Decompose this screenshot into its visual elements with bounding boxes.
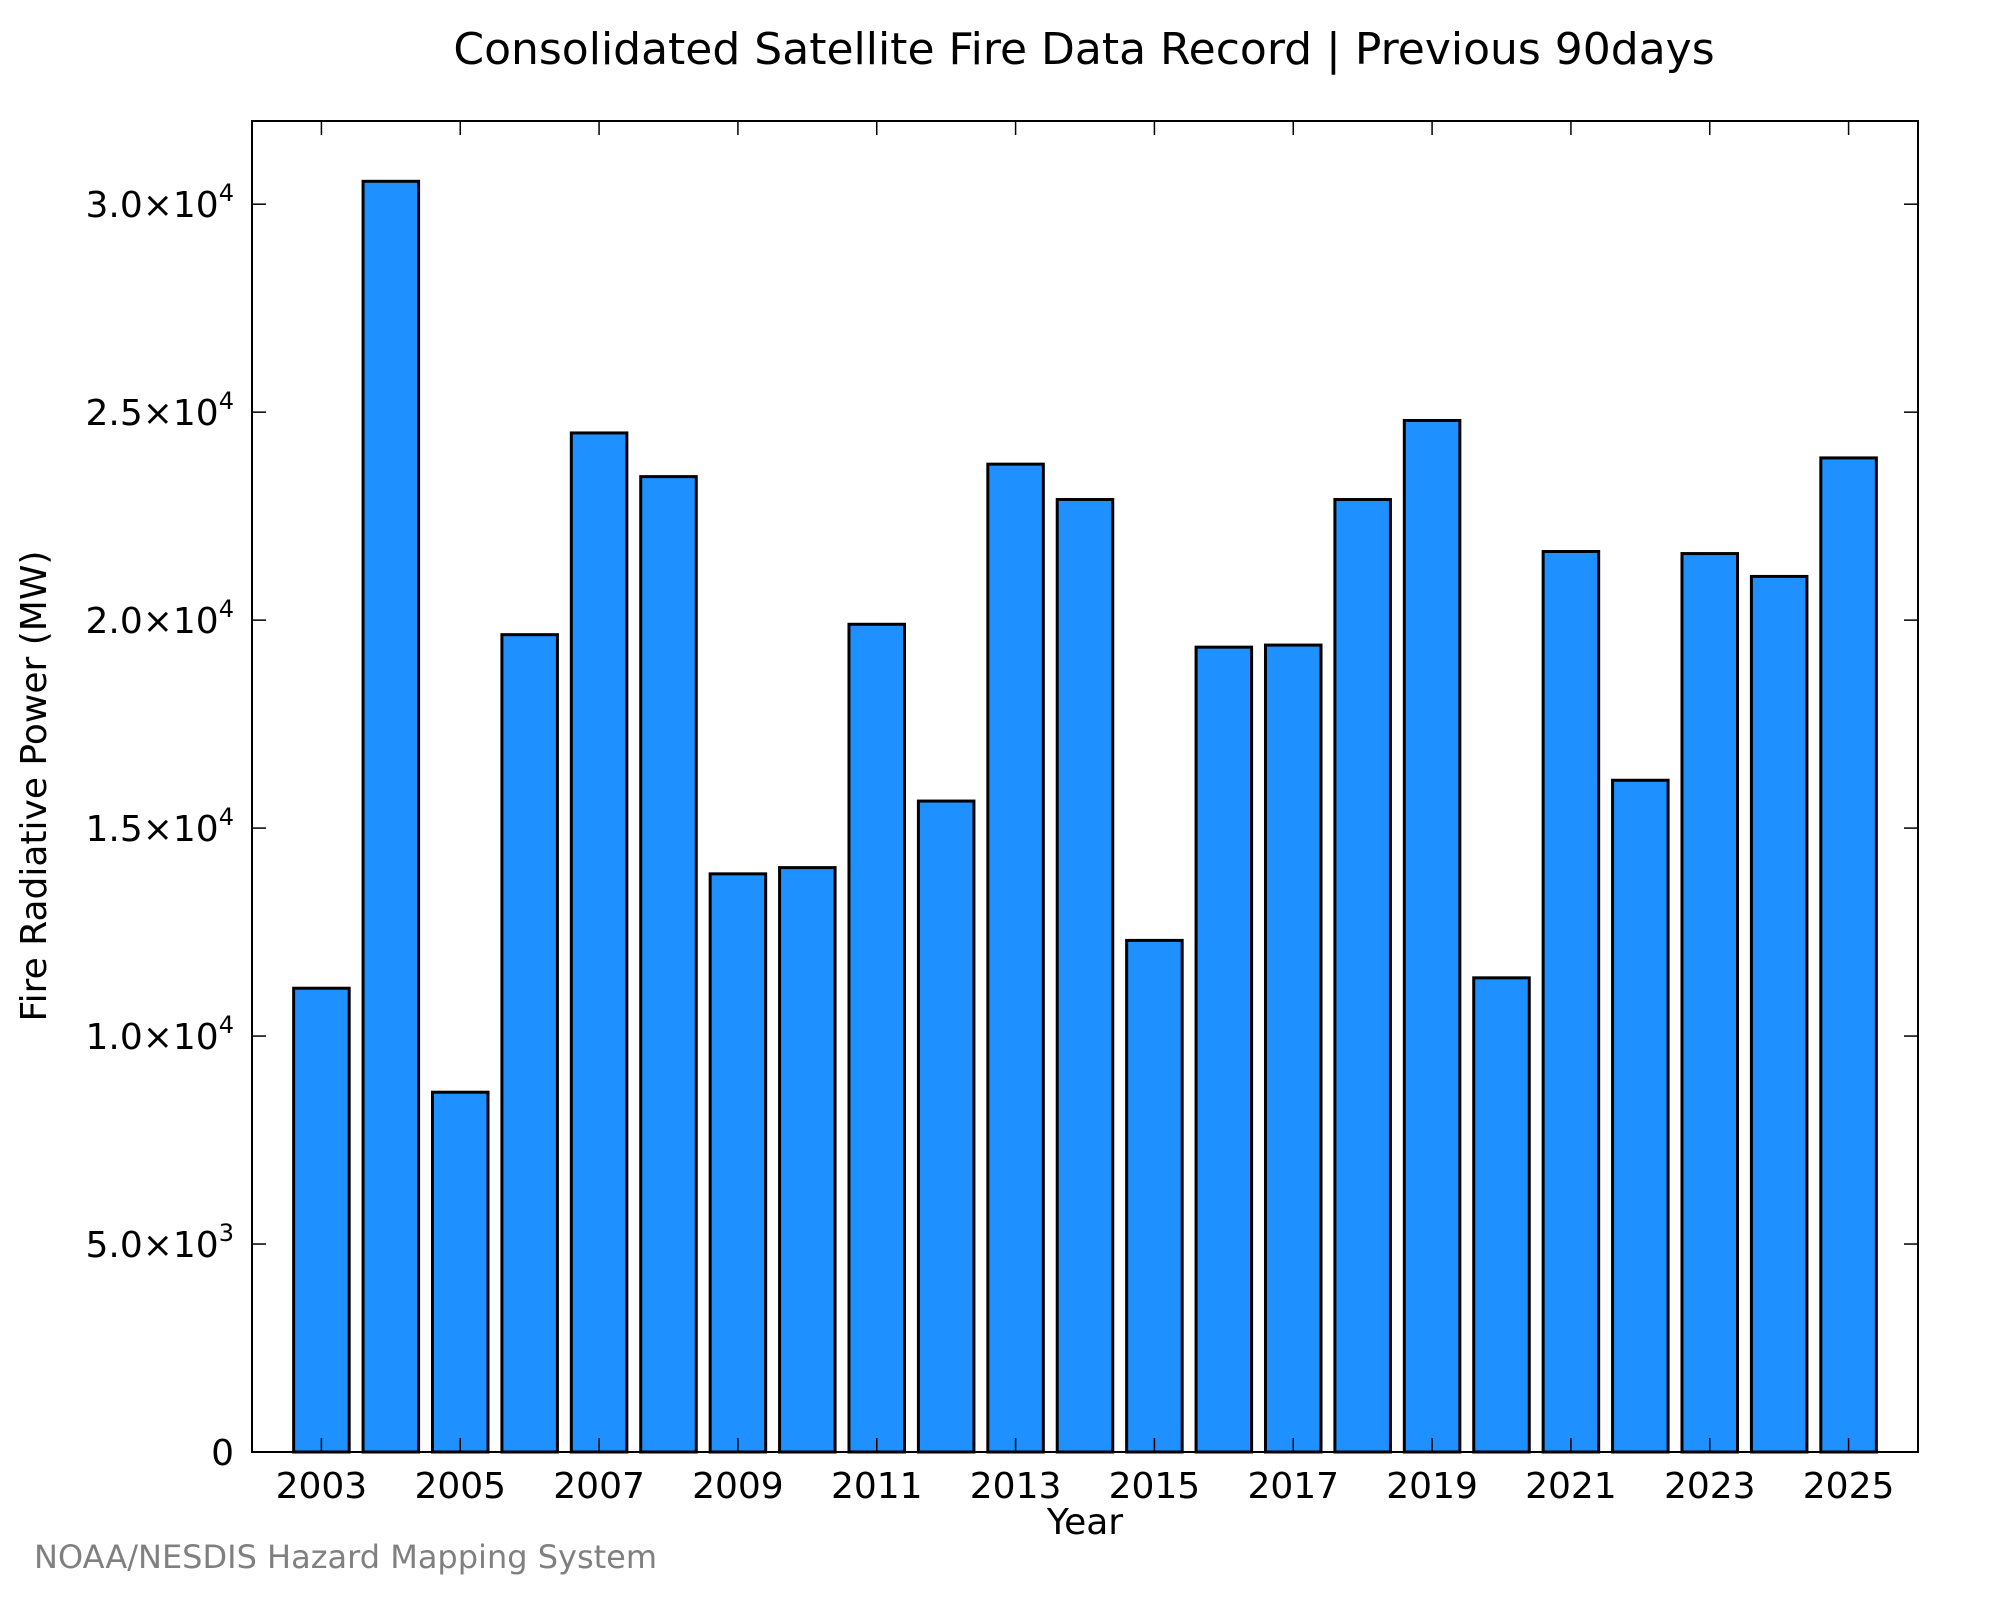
y-axis-label: Fire Radiative Power (MW)	[14, 551, 55, 1022]
y-tick-label-10000: 1.0×104	[85, 1011, 234, 1058]
x-tick-label-2023: 2023	[1664, 1466, 1756, 1507]
y-tick-label-25000: 2.5×104	[85, 387, 234, 434]
bar-2018	[1333, 498, 1392, 1454]
y-tick-labels: 0 5.0×103 1.0×104 1.5×104 2.0×104 2.5×104 3.0×…	[85, 179, 234, 1474]
bar-2016	[1194, 645, 1254, 1454]
bar-2014	[1055, 498, 1115, 1454]
x-tick-label-2017: 2017	[1247, 1466, 1339, 1507]
x-tick-label-2025: 2025	[1803, 1466, 1895, 1507]
x-tick-label-2003: 2003	[276, 1466, 368, 1507]
bar-2013	[986, 462, 1045, 1454]
plot-frame	[251, 120, 1919, 1453]
x-tick-label-2013: 2013	[970, 1466, 1062, 1507]
chart-title: Consolidated Satellite Fire Data Record …	[453, 24, 1714, 75]
bar-2020	[1472, 976, 1531, 1454]
data-source-credit: NOAA/NESDIS Hazard Mapping System	[34, 1538, 658, 1576]
x-tick-label-2011: 2011	[831, 1466, 923, 1507]
bar-2005	[430, 1090, 490, 1454]
x-tick-label-2007: 2007	[553, 1466, 645, 1507]
x-tick-label-2021: 2021	[1525, 1466, 1617, 1507]
bar-2021	[1541, 550, 1601, 1454]
y-tick-label-0: 0	[211, 1433, 234, 1474]
bar-2006	[500, 633, 559, 1454]
bar-2019	[1402, 418, 1462, 1454]
bar-2011	[847, 622, 907, 1454]
bar-2009	[708, 872, 768, 1454]
bar-2008	[639, 475, 698, 1454]
bar-2012	[916, 799, 976, 1454]
bar-2007	[569, 431, 629, 1454]
x-tick-labels: 2003 2005 2007 2009 2011 2013 2015 2017 2019 2021…	[276, 1466, 1895, 1507]
x-tick-label-2005: 2005	[414, 1466, 506, 1507]
x-tick-label-2009: 2009	[692, 1466, 784, 1507]
bar-2010	[778, 866, 837, 1454]
x-tick-label-2019: 2019	[1386, 1466, 1478, 1507]
bar-2022	[1611, 778, 1670, 1454]
bar-2017	[1263, 643, 1323, 1454]
y-tick-label-5000: 5.0×103	[85, 1219, 234, 1266]
x-tick-label-2015: 2015	[1109, 1466, 1201, 1507]
bar-2024	[1749, 574, 1809, 1454]
x-axis-label: Year	[1046, 1502, 1123, 1543]
bar-2025	[1819, 456, 1878, 1454]
bars-group	[292, 179, 1878, 1454]
y-tick-label-15000: 1.5×104	[85, 803, 234, 850]
bar-2004	[361, 179, 421, 1454]
axis-ticks	[252, 121, 1918, 1453]
bar-2023	[1680, 552, 1740, 1454]
bar-2003	[292, 986, 351, 1454]
bar-2015	[1125, 938, 1184, 1454]
y-tick-label-20000: 2.0×104	[85, 595, 234, 642]
y-tick-label-30000: 3.0×104	[85, 179, 234, 226]
